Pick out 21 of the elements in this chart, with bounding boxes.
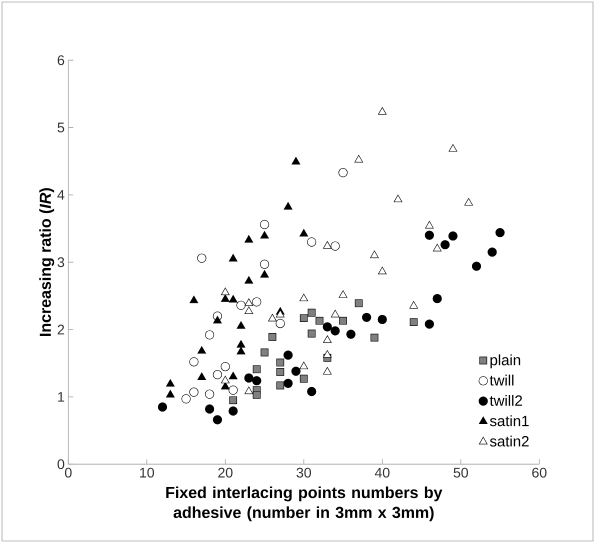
legend-label: twill xyxy=(490,374,514,386)
legend-label: satin2 xyxy=(490,436,529,447)
x-tick-label: 50 xyxy=(454,468,468,478)
x-axis-title: Fixed interlacing points numbers by adhesive (number in 3mm x 3mm) xyxy=(166,486,442,522)
x-tick-label: 40 xyxy=(374,468,390,478)
y-tick-label: 5 xyxy=(58,122,64,132)
legend-label: twill2 xyxy=(490,394,522,406)
y-tick-label: 4 xyxy=(57,190,64,200)
legend-label: satin1 xyxy=(490,415,529,426)
y-tick-label: 0 xyxy=(58,459,64,470)
y-tick-label: 6 xyxy=(58,55,64,66)
y-axis-title: Increasing ratio (IR) xyxy=(39,188,54,336)
x-tick-label: 10 xyxy=(140,468,154,478)
legend-label: plain xyxy=(490,354,520,368)
x-tick-label: 20 xyxy=(218,468,233,478)
x-tick-label: 30 xyxy=(296,468,312,478)
x-tick-label: 60 xyxy=(532,468,547,478)
y-tick-label: 2 xyxy=(58,324,64,334)
y-tick-label: 3 xyxy=(58,257,64,268)
y-tick-label: 1 xyxy=(58,392,64,402)
x-tick-label: 0 xyxy=(64,468,72,478)
